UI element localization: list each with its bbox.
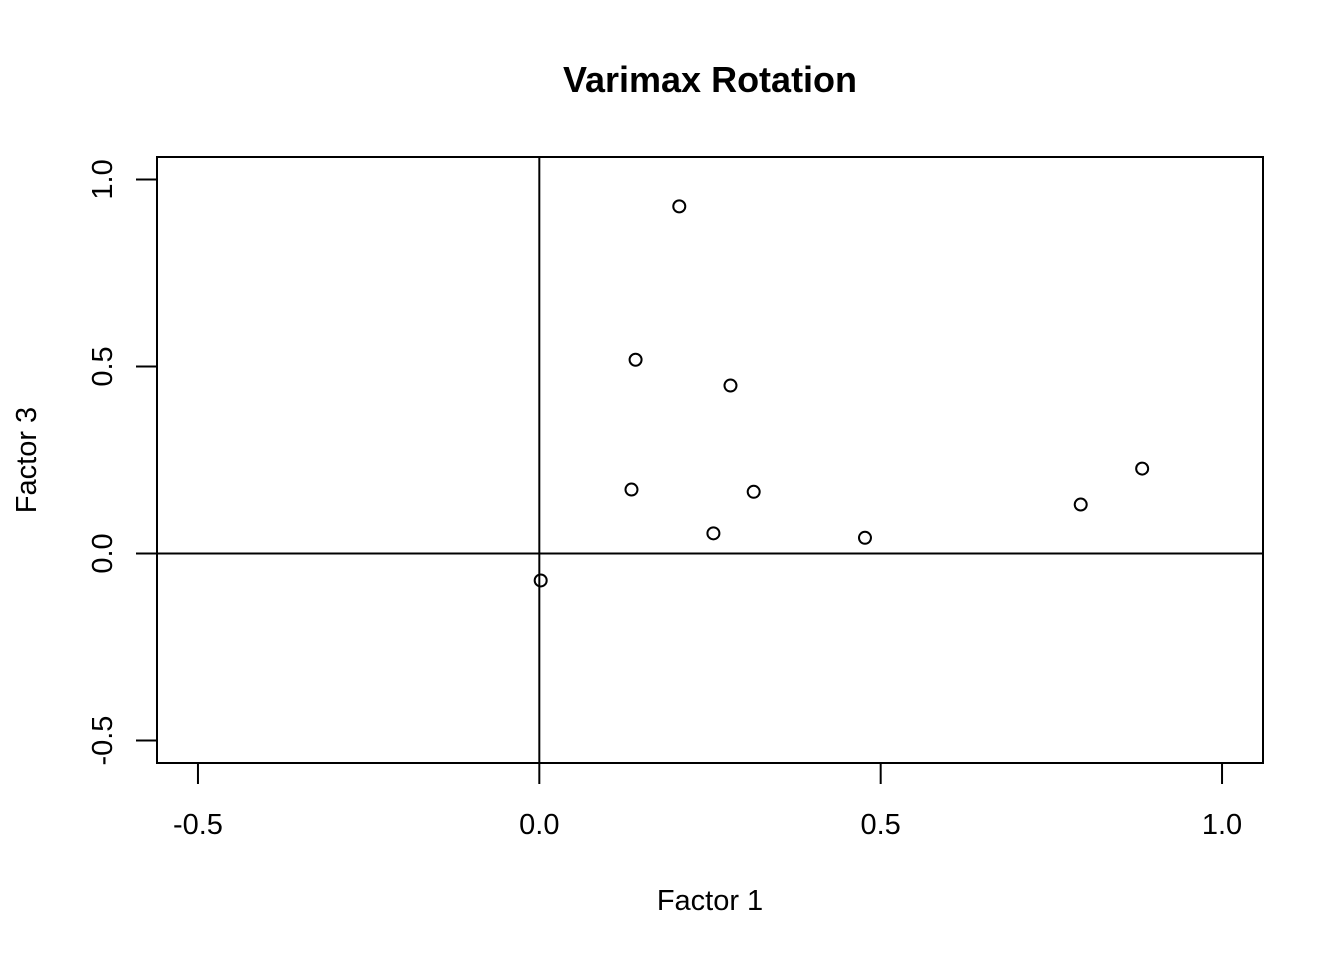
x-tick-label: 0.0 — [519, 809, 559, 841]
data-points — [533, 199, 1150, 588]
data-point — [723, 378, 738, 393]
y-tick-label: -0.5 — [87, 716, 119, 766]
x-axis: -0.5 0.0 0.5 1.0 — [173, 762, 1242, 841]
data-point — [706, 526, 721, 541]
y-axis: -0.5 0.0 0.5 1.0 — [87, 159, 158, 766]
data-point — [1073, 497, 1088, 512]
data-point — [857, 530, 872, 545]
data-point — [624, 482, 639, 497]
y-tick-label: 0.0 — [87, 533, 119, 573]
data-point — [533, 573, 548, 588]
reference-lines — [157, 157, 1263, 763]
chart-title: Varimax Rotation — [563, 59, 857, 100]
x-tick-label: -0.5 — [173, 809, 223, 841]
data-point — [746, 484, 761, 499]
x-tick-label: 0.5 — [861, 809, 901, 841]
x-axis-label: Factor 1 — [657, 885, 763, 917]
data-point — [1135, 461, 1150, 476]
y-axis-label: Factor 3 — [11, 407, 43, 513]
plot-frame — [156, 156, 1264, 764]
y-tick-label: 1.0 — [87, 159, 119, 199]
x-tick-label: 1.0 — [1202, 809, 1242, 841]
y-tick-label: 0.5 — [87, 346, 119, 386]
data-point — [672, 199, 687, 214]
data-point — [628, 352, 643, 367]
